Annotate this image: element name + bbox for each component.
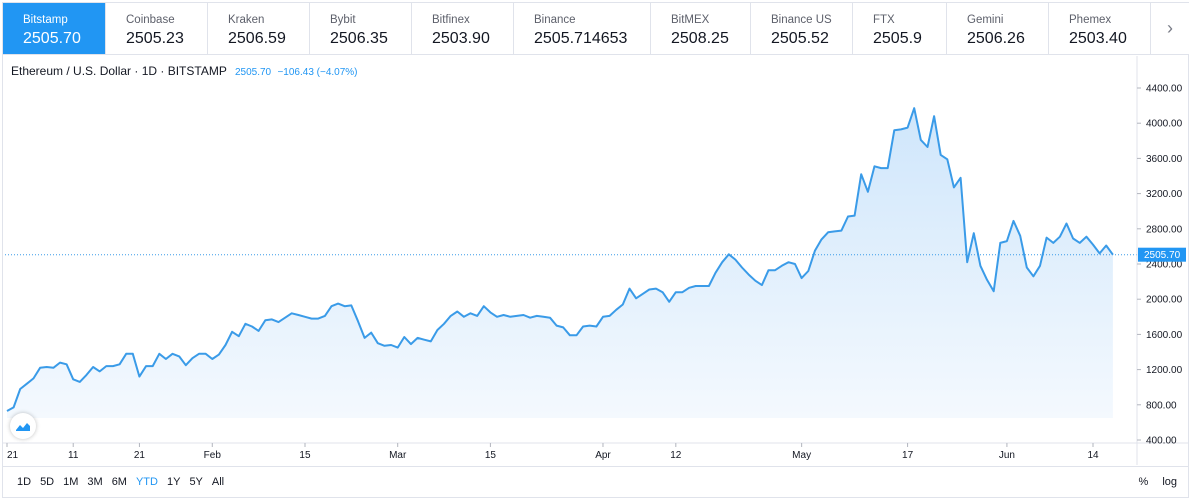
y-tick-label: 3200.00 (1146, 189, 1183, 200)
x-tick-label: Apr (595, 450, 611, 461)
last-price-badge (1138, 247, 1186, 262)
tabs-next-button[interactable]: › (1151, 3, 1189, 54)
tab-price: 2503.40 (1069, 30, 1127, 47)
range-button-6m[interactable]: 6M (111, 476, 127, 488)
tab-binance[interactable]: Binance 2505.714653 (514, 3, 651, 54)
tab-price: 2505.714653 (534, 30, 628, 47)
tab-coinbase[interactable]: Coinbase 2505.23 (106, 3, 208, 54)
y-tick-label: 4000.00 (1146, 119, 1183, 130)
tradingview-logo-icon[interactable] (10, 413, 36, 439)
price-line (6, 107, 1114, 412)
percent-scale-toggle[interactable]: % (1138, 476, 1149, 488)
tab-bitfinex[interactable]: Bitfinex 2503.90 (412, 3, 514, 54)
tab-price: 2508.25 (671, 30, 729, 47)
range-button-5d[interactable]: 5D (40, 476, 55, 488)
tab-ftx[interactable]: FTX 2505.9 (853, 3, 947, 54)
y-tick-label: 4400.00 (1146, 84, 1183, 95)
tab-price: 2505.9 (873, 30, 922, 47)
x-tick-label: Jun (999, 450, 1015, 461)
y-tick-label: 1600.00 (1146, 330, 1183, 341)
tab-exchange-name: Phemex (1069, 14, 1112, 26)
tab-price: 2505.70 (23, 30, 81, 47)
chart-legend: Ethereum / U.S. Dollar · 1D · BITSTAMP 2… (11, 64, 358, 78)
range-button-ytd[interactable]: YTD (135, 476, 158, 488)
tab-exchange-name: Bitfinex (432, 14, 470, 26)
price-area-fill (7, 108, 1113, 418)
tab-binance-us[interactable]: Binance US 2505.52 (751, 3, 853, 54)
legend-last-price: 2505.70 (234, 67, 272, 78)
y-tick-label: 2400.00 (1146, 260, 1183, 271)
y-tick-label: 800.00 (1146, 400, 1177, 411)
log-scale-toggle[interactable]: log (1162, 476, 1177, 488)
y-tick-label: 400.00 (1146, 436, 1177, 447)
tab-price: 2505.23 (126, 30, 184, 47)
tab-exchange-name: Coinbase (126, 14, 175, 26)
x-tick-label: 17 (902, 450, 914, 461)
tab-phemex[interactable]: Phemex 2503.40 (1049, 3, 1151, 54)
x-tick-label: 21 (134, 450, 146, 461)
tab-bitmex[interactable]: BitMEX 2508.25 (651, 3, 751, 54)
tab-exchange-name: Bitstamp (23, 14, 68, 26)
tab-exchange-name: Gemini (967, 14, 1004, 26)
y-tick-label: 2800.00 (1146, 224, 1183, 235)
tab-bitstamp[interactable]: Bitstamp 2505.70 (3, 3, 106, 54)
range-button-3m[interactable]: 3M (87, 476, 103, 488)
tab-exchange-name: Kraken (228, 14, 265, 26)
legend-change: −106.43 (−4.07%) (277, 67, 358, 78)
x-tick-label: Feb (204, 450, 222, 461)
range-buttons: 1D 5D 1M 3M 6M YTD 1Y 5Y All (17, 476, 233, 488)
last-price-label: 2505.70 (1144, 250, 1181, 261)
tab-exchange-name: Binance (534, 14, 576, 26)
x-tick-label: 21 (7, 450, 19, 461)
tab-price: 2506.26 (967, 30, 1025, 47)
legend-symbol: Ethereum / U.S. Dollar · 1D · BITSTAMP (11, 64, 227, 78)
x-tick-label: 11 (68, 450, 79, 461)
range-button-1m[interactable]: 1M (63, 476, 79, 488)
tab-exchange-name: BitMEX (671, 14, 710, 26)
tab-exchange-name: Binance US (771, 14, 832, 26)
x-tick-label: May (792, 450, 811, 461)
tab-price: 2503.90 (432, 30, 490, 47)
x-tick-label: 12 (670, 450, 682, 461)
tab-exchange-name: FTX (873, 14, 895, 26)
range-button-1y[interactable]: 1Y (166, 476, 181, 488)
tab-kraken[interactable]: Kraken 2506.59 (208, 3, 310, 54)
exchange-tabs: Bitstamp 2505.70 Coinbase 2505.23 Kraken… (3, 3, 1189, 55)
y-tick-label: 3600.00 (1146, 154, 1183, 165)
range-button-1d[interactable]: 1D (17, 476, 32, 488)
y-tick-label: 2000.00 (1146, 295, 1183, 306)
range-toolbar: 1D 5D 1M 3M 6M YTD 1Y 5Y All % log (3, 466, 1189, 497)
x-tick-label: 15 (485, 450, 497, 461)
x-tick-label: 15 (299, 450, 311, 461)
tab-exchange-name: Bybit (330, 14, 356, 26)
range-button-5y[interactable]: 5Y (189, 476, 203, 488)
scale-options: % log (1139, 476, 1177, 488)
y-tick-label: 1200.00 (1146, 365, 1183, 376)
tab-price: 2505.52 (771, 30, 829, 47)
range-button-all[interactable]: All (211, 476, 225, 488)
chevron-right-icon: › (1167, 18, 1173, 38)
tab-gemini[interactable]: Gemini 2506.26 (947, 3, 1049, 54)
tab-price: 2506.59 (228, 30, 286, 47)
tab-bybit[interactable]: Bybit 2506.35 (310, 3, 412, 54)
x-tick-label: Mar (389, 450, 407, 461)
x-tick-label: 14 (1087, 450, 1099, 461)
tab-price: 2506.35 (330, 30, 388, 47)
